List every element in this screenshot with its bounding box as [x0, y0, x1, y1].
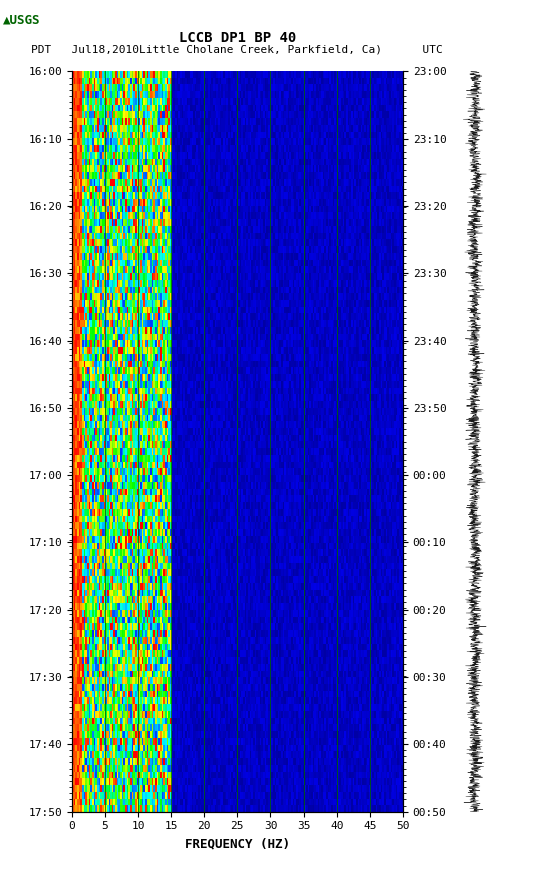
- Text: LCCB DP1 BP 40: LCCB DP1 BP 40: [179, 31, 296, 45]
- X-axis label: FREQUENCY (HZ): FREQUENCY (HZ): [185, 837, 290, 850]
- Text: ▲USGS: ▲USGS: [3, 13, 41, 27]
- Text: PDT   Jul18,2010Little Cholane Creek, Parkfield, Ca)      UTC: PDT Jul18,2010Little Cholane Creek, Park…: [31, 45, 443, 54]
